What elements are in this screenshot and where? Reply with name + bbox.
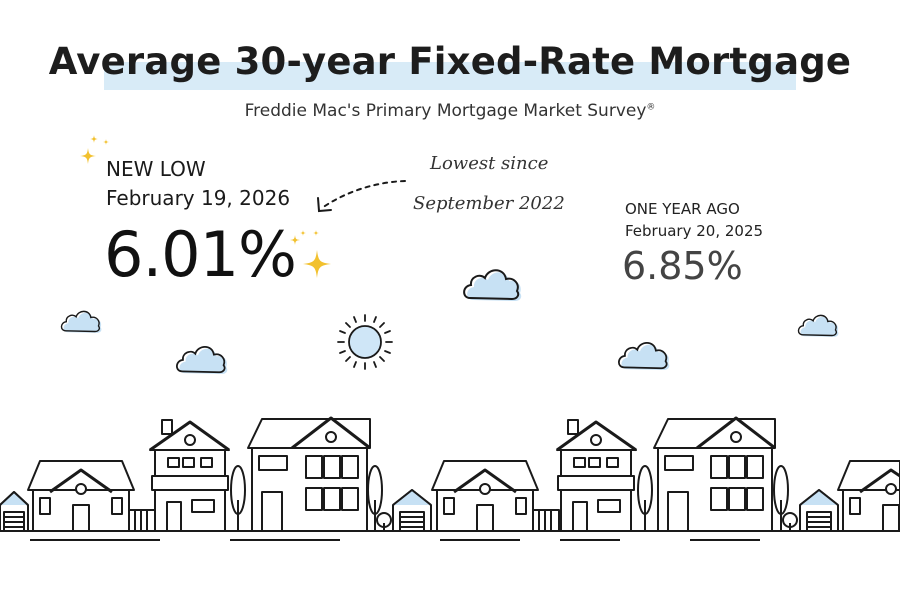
- house-icon: [247, 416, 371, 532]
- house-icon: [0, 491, 29, 532]
- sun-icon: [337, 314, 393, 370]
- page-title: Average 30-year Fixed-Rate Mortgage: [48, 40, 852, 83]
- fence: [128, 509, 156, 532]
- registered-mark: ®: [646, 102, 656, 113]
- sparkle-icon: [80, 135, 109, 164]
- house-icon: [799, 489, 839, 532]
- arrow-icon: [317, 180, 406, 213]
- tree-icon: [773, 465, 798, 531]
- annotation-line-1: Lowest since: [430, 153, 549, 174]
- cloud-icon: [60, 310, 103, 334]
- one-year-ago-date: February 20, 2025: [625, 222, 764, 240]
- house-icon: [392, 489, 432, 532]
- new-low-rate: 6.01%: [104, 218, 297, 291]
- title-block: Average 30-year Fixed-Rate Mortgage: [0, 40, 900, 83]
- house-icon: [431, 460, 539, 532]
- house-icon: [149, 419, 230, 532]
- cloud-icon: [175, 345, 229, 375]
- house-icon: [837, 460, 900, 532]
- house-icon: [556, 419, 637, 532]
- new-low-label: NEW LOW: [106, 157, 206, 181]
- annotation-line-2: September 2022: [413, 193, 565, 214]
- title-highlight: [104, 62, 796, 90]
- tree-icon: [367, 465, 392, 531]
- tree-icon: [637, 465, 653, 531]
- one-year-ago-rate: 6.85%: [622, 244, 743, 288]
- one-year-ago-label: ONE YEAR AGO: [625, 200, 740, 218]
- house-icon: [27, 460, 135, 532]
- cloud-icon: [797, 314, 840, 338]
- fence: [532, 509, 560, 532]
- subtitle: Freddie Mac's Primary Mortgage Market Su…: [0, 101, 900, 121]
- new-low-date: February 19, 2026: [106, 186, 291, 210]
- tree-icon: [230, 465, 246, 531]
- subtitle-text: Freddie Mac's Primary Mortgage Market Su…: [244, 101, 647, 121]
- sparkle-icon: [290, 230, 331, 278]
- ground-line: [10, 530, 890, 541]
- house-icon: [653, 416, 776, 532]
- cloud-icon: [617, 341, 671, 371]
- cloud-icon: [463, 269, 523, 302]
